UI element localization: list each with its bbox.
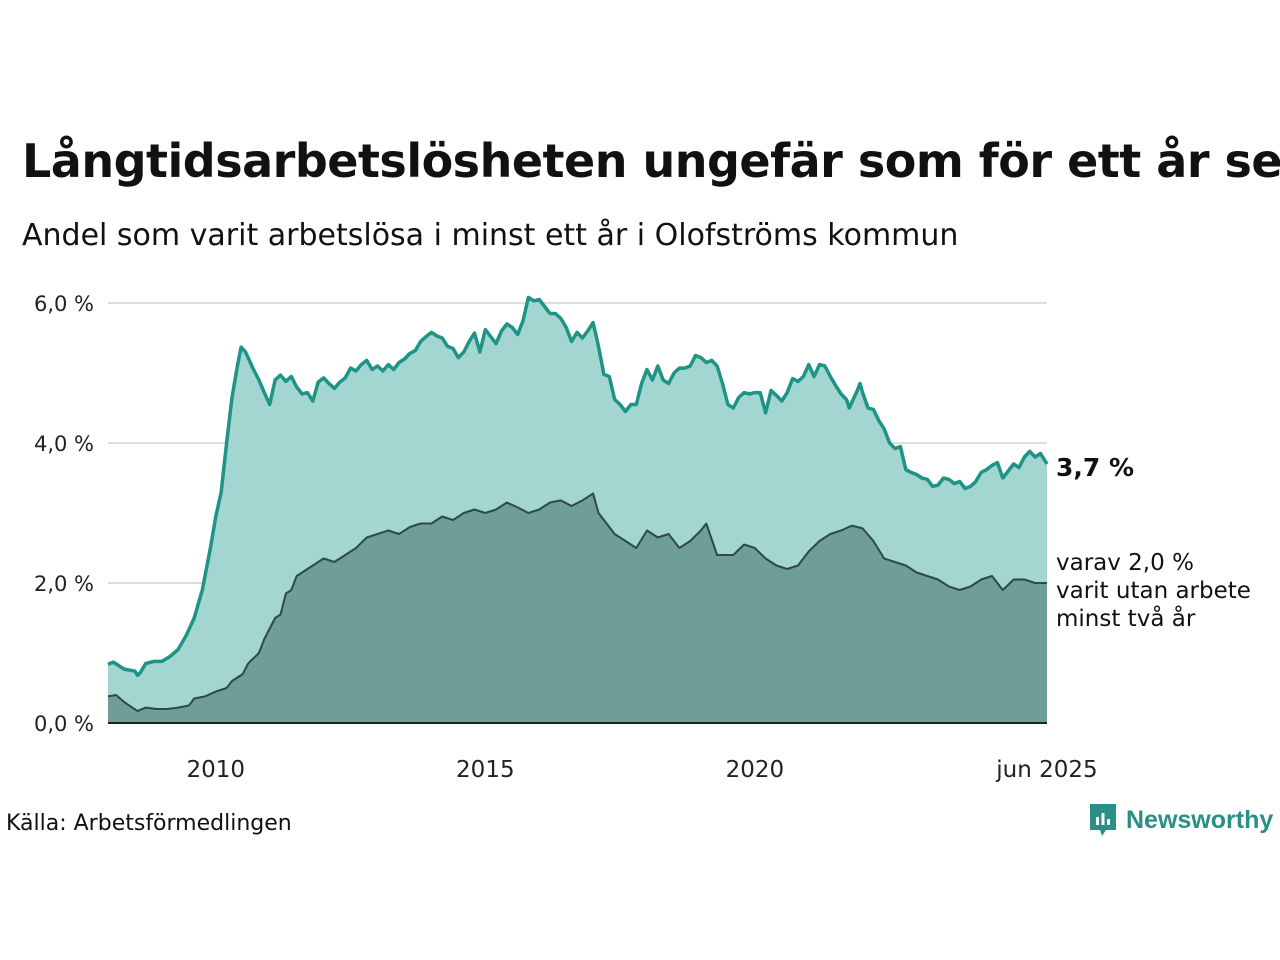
y-tick-label: 2,0 % (34, 572, 94, 596)
brand-name: Newsworthy (1126, 805, 1274, 834)
x-tick-label: 2010 (187, 757, 246, 783)
sub-label-line-1: varav 2,0 % (1056, 550, 1194, 576)
brand-logo: Newsworthy (1088, 802, 1273, 838)
y-tick-label: 0,0 % (34, 712, 94, 736)
x-axis-ticks: 2010 2015 2020 jun 2025 (187, 757, 1098, 783)
line-minst-tva-ar (107, 492, 1047, 713)
newsworthy-icon (1090, 804, 1116, 836)
y-axis-ticks: 0,0 % 2,0 % 4,0 % 6,0 % (34, 292, 94, 736)
line-total (107, 295, 1049, 678)
chart-title: Långtidsarbetslösheten ungefär som för e… (22, 134, 1280, 188)
source-note: Källa: Arbetsförmedlingen (6, 811, 292, 836)
area-minst-tva-ar (108, 493, 1047, 723)
sub-label-line-3: minst två år (1056, 604, 1196, 632)
sub-label-line-2: varit utan arbete (1056, 578, 1251, 604)
x-tick-label: jun 2025 (995, 757, 1097, 783)
y-tick-label: 6,0 % (34, 292, 94, 316)
x-tick-label: 2015 (456, 757, 515, 783)
end-value-label: 3,7 % (1056, 453, 1134, 482)
y-tick-label: 4,0 % (34, 432, 94, 456)
x-tick-label: 2020 (726, 757, 785, 783)
chart-subtitle: Andel som varit arbetslösa i minst ett å… (22, 218, 959, 253)
